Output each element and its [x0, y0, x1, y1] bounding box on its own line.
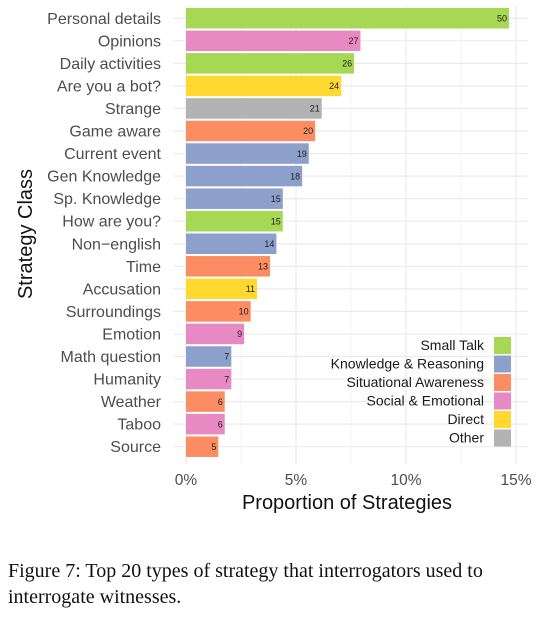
legend-key — [494, 337, 511, 354]
y-tick-label: Humanity — [93, 372, 161, 389]
bar-count-label: 9 — [237, 329, 242, 339]
bar-7 — [186, 165, 303, 187]
bar-count-label: 21 — [310, 104, 320, 114]
bar-count-label: 6 — [218, 419, 223, 429]
legend-key — [494, 374, 511, 391]
y-tick-label: Gen Knowledge — [47, 169, 161, 186]
bar-2 — [186, 53, 355, 74]
legend-label: Knowledge & Reasoning — [331, 356, 484, 372]
bar-count-label: 26 — [342, 59, 352, 69]
bar-count-label: 20 — [303, 126, 313, 136]
y-tick-label: Source — [110, 439, 161, 456]
bar-count-label: 5 — [211, 442, 216, 452]
bar-count-label: 24 — [329, 81, 339, 91]
bar-count-label: 10 — [239, 307, 249, 317]
y-tick-label: Weather — [101, 394, 162, 411]
bar-count-label: 50 — [497, 13, 507, 23]
bar-15 — [186, 346, 232, 367]
x-tick-label: 5% — [285, 472, 308, 489]
y-tick-label: Taboo — [117, 417, 161, 434]
bar-count-label: 14 — [264, 239, 274, 249]
x-tick-labels: 0% 5% 10% 15% — [175, 472, 532, 489]
figure-caption: Figure 7: Top 20 types of strategy that … — [8, 560, 483, 608]
y-tick-label: Game aware — [69, 124, 161, 141]
bar-6 — [186, 143, 309, 164]
bar-19 — [186, 436, 219, 457]
strategy-bar-chart: 50 27 26 24 21 20 19 18 15 15 14 13 11 10 9 7 7 6 6 5 Perso… — [15, 6, 532, 514]
x-axis-title: Proportion of Strategies — [242, 492, 452, 514]
legend-label: Direct — [447, 411, 484, 427]
y-tick-label: How are you? — [62, 214, 161, 231]
bar-count-label: 19 — [297, 149, 307, 159]
x-tick-label: 10% — [390, 472, 421, 489]
x-tick-label: 15% — [500, 472, 531, 489]
bar-9 — [186, 210, 283, 232]
bar-0 — [186, 8, 509, 29]
bar-10 — [186, 233, 277, 254]
bar-8 — [186, 188, 283, 209]
y-tick-label: Daily activities — [60, 56, 161, 73]
bar-count-label: 27 — [348, 36, 358, 46]
legend-label: Other — [449, 430, 484, 446]
bar-count-label: 6 — [218, 397, 223, 407]
y-tick-label: Opinions — [98, 33, 161, 50]
legend-label: Social & Emotional — [366, 393, 484, 409]
bar-11 — [186, 256, 271, 277]
bar-12 — [186, 278, 258, 300]
legend-label: Small Talk — [420, 337, 485, 353]
y-tick-label: Non−english — [72, 236, 161, 253]
y-tick-labels: Personal details Opinions Daily activities… — [47, 11, 162, 456]
y-tick-label: Sp. Knowledge — [53, 191, 161, 208]
y-tick-label: Personal details — [47, 11, 161, 28]
x-tick-label: 0% — [175, 472, 198, 489]
legend-label: Situational Awareness — [347, 374, 485, 390]
bar-count-label: 13 — [258, 262, 268, 272]
bar-count-label: 7 — [224, 374, 229, 384]
bar-count-labels: 50 27 26 24 21 20 19 18 15 15 14 13 11 10 9 7 7 6 6 5 — [211, 13, 507, 451]
y-tick-label: Emotion — [102, 326, 161, 343]
bar-count-label: 15 — [271, 194, 281, 204]
legend: Small Talk Knowledge & Reasoning Situation… — [331, 337, 511, 447]
y-tick-label: Are you a bot? — [57, 78, 161, 95]
y-tick-label: Time — [126, 259, 161, 276]
bar-3 — [186, 75, 342, 97]
y-axis-title: Strategy Class — [15, 169, 37, 299]
bar-4 — [186, 98, 322, 119]
legend-key — [494, 411, 511, 428]
bar-count-label: 11 — [246, 284, 255, 294]
bar-count-label: 18 — [290, 171, 300, 181]
bar-16 — [186, 368, 232, 390]
y-tick-label: Math question — [60, 349, 161, 366]
bar-14 — [186, 323, 245, 345]
y-tick-label: Surroundings — [66, 304, 161, 321]
bar-5 — [186, 120, 316, 142]
legend-key — [494, 429, 511, 447]
bar-1 — [186, 30, 361, 52]
bar-13 — [186, 301, 251, 322]
y-tick-label: Current event — [64, 146, 161, 163]
bar-count-label: 15 — [271, 216, 281, 226]
legend-key — [494, 355, 511, 373]
bar-17 — [186, 391, 225, 412]
bar-count-label: 7 — [224, 352, 229, 362]
y-tick-label: Accusation — [83, 281, 161, 298]
legend-key — [494, 392, 511, 410]
y-tick-label: Strange — [105, 101, 161, 118]
bars — [186, 8, 509, 457]
bar-18 — [186, 413, 225, 435]
